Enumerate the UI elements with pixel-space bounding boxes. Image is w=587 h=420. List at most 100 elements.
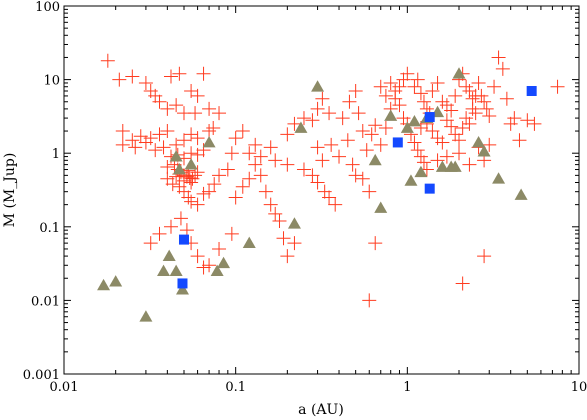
triangle-point [384,109,398,121]
plus-point [364,127,379,142]
x-axis-ticks: 0.01 0.1 1 10 [50,6,587,395]
x-tick-label: 0.1 [225,380,246,395]
plus-point [202,184,217,199]
plus-point [471,75,486,90]
y-axis-ticks: 0.001 0.01 0.1 1 10 100 [23,0,579,383]
plus-point [242,171,257,186]
plus-point [206,120,221,135]
plus-point [335,111,350,126]
plus-point [152,94,167,109]
plus-point [160,171,175,186]
triangle-point [368,153,382,166]
triangle-point [169,264,183,276]
plus-point [235,124,250,139]
plus-point [224,146,239,161]
plus-point [491,50,506,65]
plus-point [410,143,425,158]
triangle-point [175,283,189,295]
plus-point [263,197,278,212]
plus-point [462,157,477,172]
plus-point [512,133,527,148]
plus-point [242,146,257,161]
plus-point [507,111,522,126]
plus-point [444,119,459,134]
plus-point [138,135,153,150]
triangle-point [435,160,449,172]
plus-point [160,124,175,139]
plus-point [184,175,199,190]
plus-point [487,79,502,94]
triangle-point [311,80,325,92]
plus-point [310,101,325,116]
plus-point [228,190,243,205]
y-tick-label: 10 [43,74,60,89]
plus-point [268,153,283,168]
plus-point [184,127,199,142]
plus-point [280,127,295,142]
triangle-point [414,165,428,178]
triangle-point [162,249,176,261]
plus-point [143,236,158,251]
plus-point [462,116,477,131]
plus-point [351,106,366,121]
plus-point [520,113,535,128]
plus-point [383,75,398,90]
plus-point [359,143,374,158]
plus-point [407,79,422,94]
plot-frame [63,5,580,375]
plus-point [355,124,370,139]
y-tick-label: 1 [52,147,60,162]
triangle-point [210,264,224,276]
plus-point [468,106,483,121]
plus-point [263,140,278,155]
plus-point [296,162,311,177]
plus-point [100,53,115,68]
plus-point [392,98,407,113]
plus-point [416,155,431,170]
plus-point [452,133,467,148]
plus-point [253,149,268,164]
plus-point [315,91,330,106]
plus-point [163,69,178,84]
plus-point [444,103,459,118]
plus-point [322,106,337,121]
plus-point [413,86,428,101]
plus-point [348,84,363,99]
plus-point [190,249,205,264]
plus-point [138,75,153,90]
plus-point [477,249,492,264]
plus-point [228,131,243,146]
triangle-point [169,150,183,162]
plus-point [324,137,339,152]
plus-point [373,137,388,152]
x-tick-label: 0.01 [50,380,79,395]
plus-point [176,133,191,148]
plus-point [202,258,217,273]
triangle-point [172,163,186,175]
plus-point [190,165,205,180]
triangle-point [242,236,256,249]
plus-point [212,168,227,183]
plus-point [128,140,143,155]
plus-point [196,66,211,81]
plus-point [348,168,363,183]
plus-point [115,124,130,139]
triangle-point [157,264,171,276]
plus-point [413,120,428,135]
plus-point [410,72,425,87]
triangle-point [514,188,528,200]
plus-point [196,186,211,201]
plus-point [495,61,510,76]
plus-point [355,171,370,186]
plus-point [173,211,188,226]
triangle-point [477,145,491,157]
plus-point [452,146,467,161]
plus-point [196,260,211,275]
plus-point [272,213,287,228]
plus-point [474,88,489,103]
plus-point [455,120,470,135]
plus-point [368,236,383,251]
plus-point [276,231,291,246]
plus-point [479,101,494,116]
